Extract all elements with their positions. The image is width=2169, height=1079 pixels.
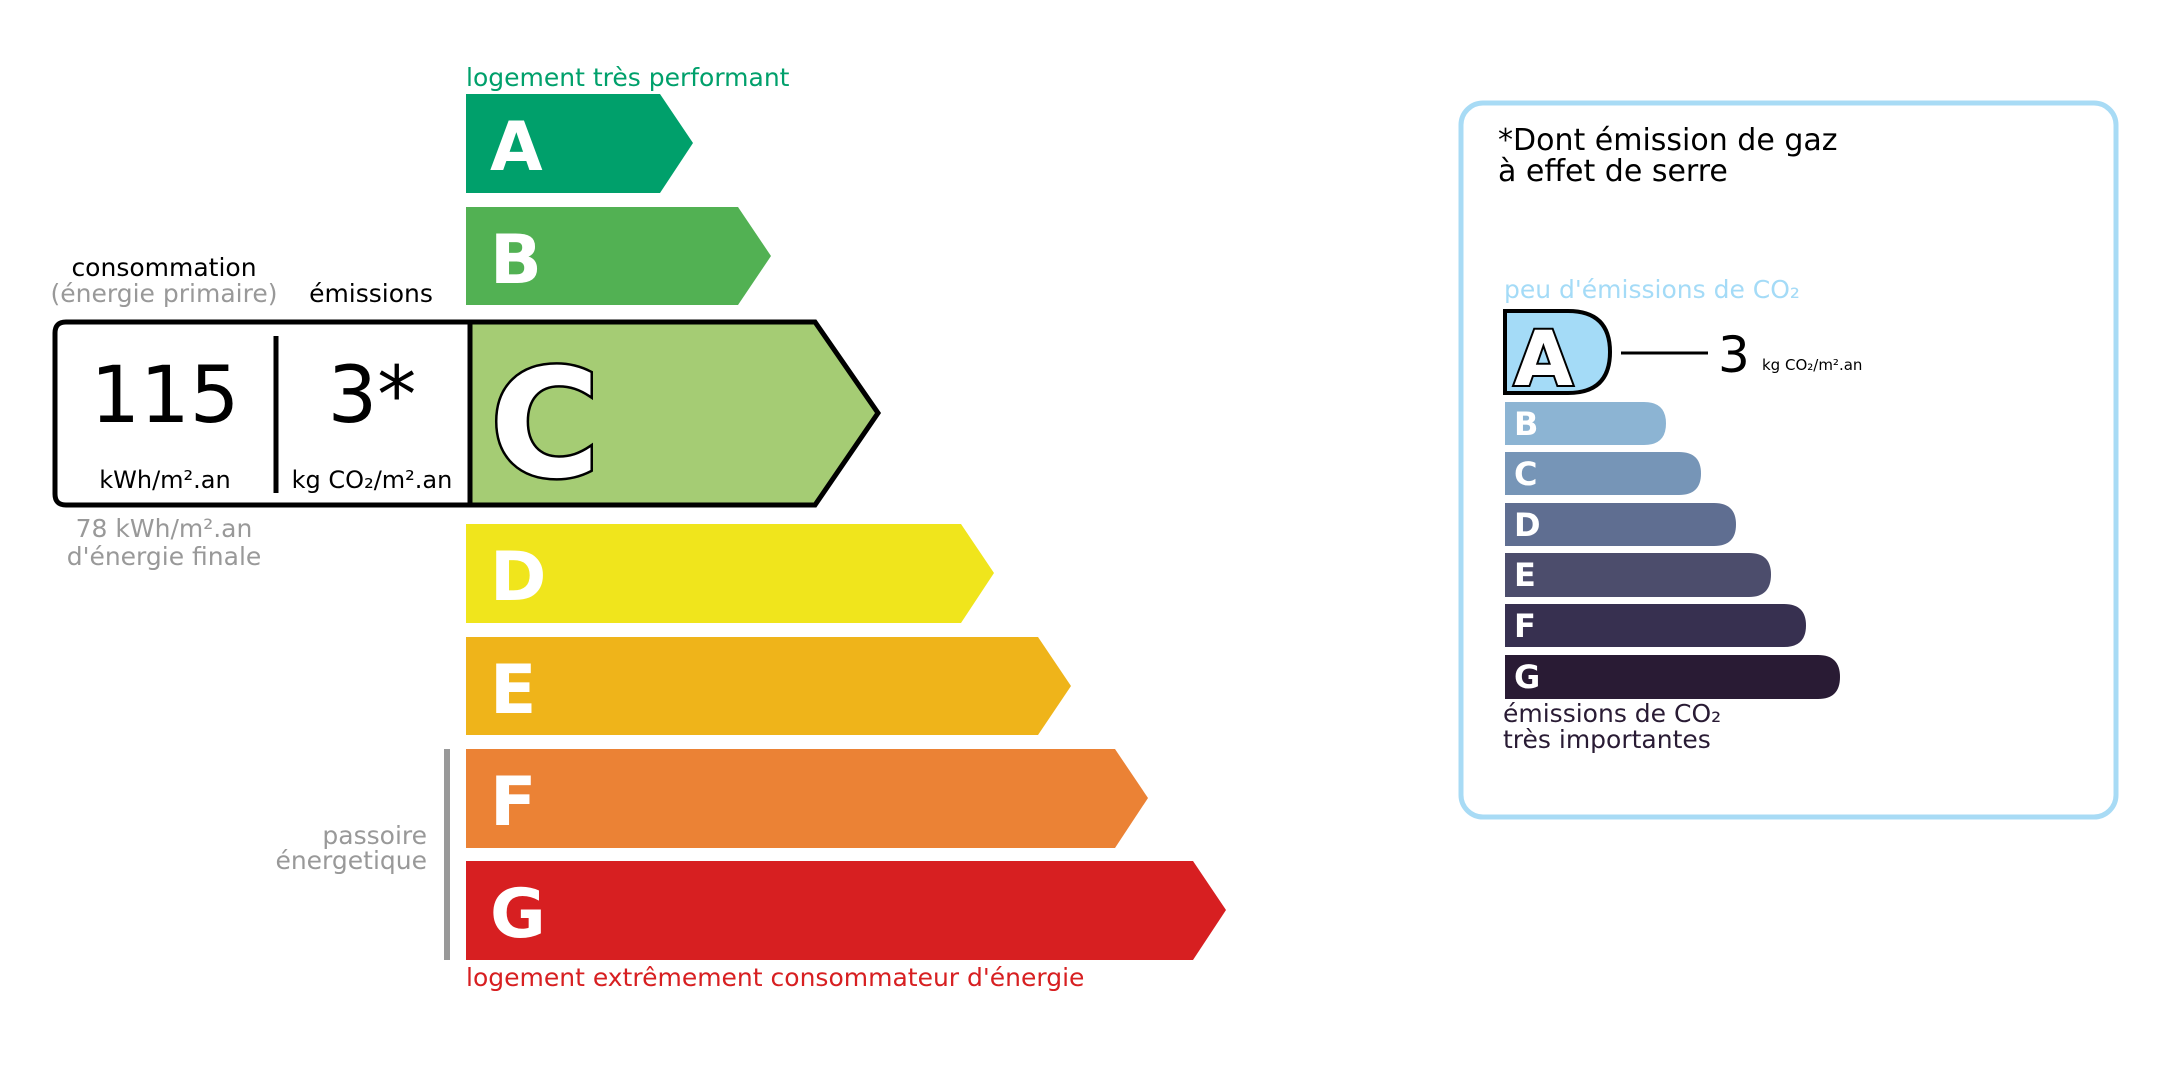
energy-class-a: A [466,94,693,193]
ghg-bar-a [1503,309,1613,395]
energy-class-e: E [466,637,1071,735]
final-energy-label: d'énergie finale [67,542,262,571]
ghg-class-b: B [1505,402,1666,445]
consumption-value: 115 [91,351,240,441]
ghg-class-f: F [1505,604,1806,647]
energy-bar-d [466,524,994,623]
emissions-value: 3* [328,351,417,441]
ghg-class-e: E [1505,553,1771,597]
ghg-letter-d: D [1514,506,1541,544]
value-box [52,319,473,508]
energy-bar-g [466,861,1226,960]
ghg-unit: kg CO₂/m².an [1762,356,1862,374]
ghg-letter-e: E [1514,556,1536,594]
ghg-class-c: C [1505,452,1701,495]
energy-bar-e [466,637,1071,735]
ghg-class-a-current: A 3 kg CO₂/m².an [1503,309,1862,405]
ghg-letter-a: A [1514,314,1573,403]
ghg-title-1: *Dont émission de gaz [1498,123,1838,158]
ghg-bottom-label-2: très importantes [1503,725,1711,754]
consumption-header: consommation [71,253,256,282]
energy-bar-b [466,207,771,305]
ghg-bar-g [1505,655,1840,699]
energy-bar-a [466,94,693,193]
energy-class-b: B [466,207,771,305]
energy-bar-c [467,319,882,508]
energy-letter-b: B [490,221,542,300]
energy-letter-e: E [490,651,536,730]
passoire-bracket [444,749,450,960]
energy-letter-g: G [490,875,546,954]
energy-bottom-label: logement extrêmement consommateur d'éner… [466,963,1084,992]
ghg-class-g: G [1505,655,1840,699]
consumption-sub: (énergie primaire) [51,279,278,308]
ghg-bottom-label-1: émissions de CO₂ [1503,699,1721,728]
passoire-label-2: énergetique [275,846,427,875]
emissions-unit: kg CO₂/m².an [292,466,453,494]
emissions-header: émissions [309,279,433,308]
ghg-letter-f: F [1514,607,1536,645]
final-energy-value: 78 kWh/m².an [76,514,253,543]
energy-letter-d: D [490,538,546,617]
energy-top-label: logement très performant [466,63,790,92]
ghg-bar-e [1505,553,1771,597]
energy-letter-c: C [490,338,600,512]
ghg-letter-g: G [1514,658,1540,696]
ghg-value: 3 [1718,326,1750,384]
passoire-label-1: passoire [322,821,427,850]
ghg-letter-b: B [1514,405,1538,443]
ghg-letter-c: C [1514,455,1537,493]
energy-bar-f [466,749,1148,848]
energy-letter-f: F [490,763,536,842]
ghg-title-2: à effet de serre [1498,154,1728,189]
energy-class-g: G [466,861,1226,960]
ghg-bar-c [1505,452,1701,495]
consumption-unit: kWh/m².an [99,466,230,494]
energy-class-c-current: C 115 kWh/m².an 3* kg CO₂/m².an [52,319,882,515]
energy-class-f: F [466,749,1148,848]
ghg-bar-b [1505,402,1666,445]
ghg-bar-f [1505,604,1806,647]
ghg-top-label: peu d'émissions de CO₂ [1504,275,1800,304]
energy-letter-a: A [490,108,543,187]
energy-class-d: D [466,524,994,623]
ghg-bar-d [1505,503,1736,546]
ghg-class-d: D [1505,503,1736,546]
